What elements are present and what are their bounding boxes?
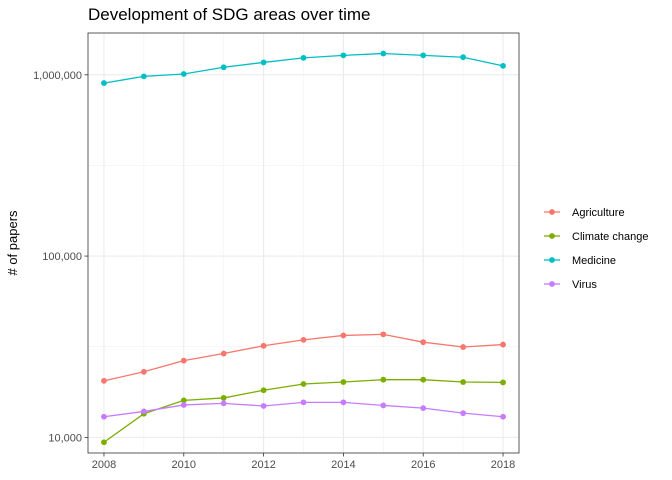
data-point-climate-change [500, 379, 506, 386]
data-point-climate-change [300, 381, 307, 387]
data-point-medicine [180, 71, 187, 77]
x-tick-label: 2008 [92, 459, 116, 471]
plot-panel-border [87, 32, 520, 454]
data-point-virus [500, 413, 506, 420]
data-point-medicine [140, 73, 147, 80]
data-point-agriculture [340, 332, 347, 339]
data-point-agriculture [260, 342, 267, 349]
data-point-medicine [260, 59, 267, 66]
data-point-agriculture [420, 339, 427, 346]
data-point-agriculture [180, 357, 187, 364]
data-point-medicine [300, 54, 307, 61]
series-medicine [101, 50, 506, 86]
legend-label: Medicine [572, 255, 616, 267]
legend-label: Climate change [572, 231, 648, 243]
data-point-agriculture [101, 377, 107, 384]
legend-key-point [549, 257, 555, 263]
x-tick-label: 2010 [172, 459, 196, 471]
data-point-medicine [420, 52, 427, 59]
data-point-climate-change [220, 395, 227, 401]
legend-item-medicine: Medicine [544, 255, 616, 267]
series-layer [101, 50, 506, 446]
data-point-medicine [340, 52, 347, 59]
x-tick-label: 2018 [491, 459, 515, 471]
data-point-agriculture [220, 350, 227, 357]
data-point-climate-change [260, 387, 267, 394]
legend-item-agriculture: Agriculture [544, 207, 625, 219]
data-point-agriculture [380, 331, 387, 338]
legend-label: Agriculture [572, 207, 625, 219]
data-point-climate-change [460, 379, 467, 385]
x-tick-label: 2014 [331, 459, 355, 471]
data-point-agriculture [500, 341, 506, 348]
data-point-virus [460, 410, 467, 417]
y-tick-label: 1,000,000 [33, 70, 82, 82]
data-point-virus [101, 413, 107, 420]
y-axis-title: # of papers [5, 210, 20, 276]
data-point-climate-change [180, 397, 187, 404]
legend: Agriculture Climate change Medicine Virus [544, 207, 648, 291]
legend-key-point [549, 209, 555, 215]
data-point-medicine [101, 80, 107, 86]
minor-gridlines [88, 33, 519, 453]
data-point-agriculture [460, 344, 467, 350]
series-virus [101, 399, 506, 420]
data-point-virus [220, 400, 227, 407]
data-point-virus [300, 399, 307, 406]
x-axis: 2008 2010 2012 2014 2016 2018 [92, 453, 515, 471]
legend-label: Virus [572, 279, 597, 291]
x-tick-label: 2016 [411, 459, 435, 471]
y-tick-label: 100,000 [42, 251, 82, 263]
data-point-medicine [460, 54, 467, 61]
y-tick-label: 10,000 [48, 432, 82, 444]
legend-key-point [549, 281, 555, 287]
data-point-climate-change [380, 376, 387, 383]
data-point-medicine [500, 62, 506, 69]
data-point-virus [180, 402, 187, 408]
data-point-medicine [220, 64, 227, 71]
chart-title: Development of SDG areas over time [88, 5, 371, 24]
data-point-climate-change [420, 376, 427, 383]
data-point-virus [140, 408, 147, 415]
data-point-agriculture [300, 336, 307, 343]
data-point-climate-change [340, 379, 347, 385]
data-point-virus [420, 405, 427, 412]
data-point-medicine [380, 50, 387, 57]
data-point-virus [260, 403, 267, 409]
data-point-virus [380, 402, 387, 409]
data-point-agriculture [140, 368, 147, 375]
data-point-climate-change [101, 439, 107, 446]
legend-key-point [549, 233, 555, 239]
series-agriculture [101, 331, 506, 384]
data-point-virus [340, 399, 347, 406]
x-tick-label: 2012 [251, 459, 275, 471]
legend-item-virus: Virus [544, 279, 597, 291]
y-axis: 10,000 100,000 1,000,000 [33, 70, 88, 444]
legend-item-climate-change: Climate change [544, 231, 648, 243]
